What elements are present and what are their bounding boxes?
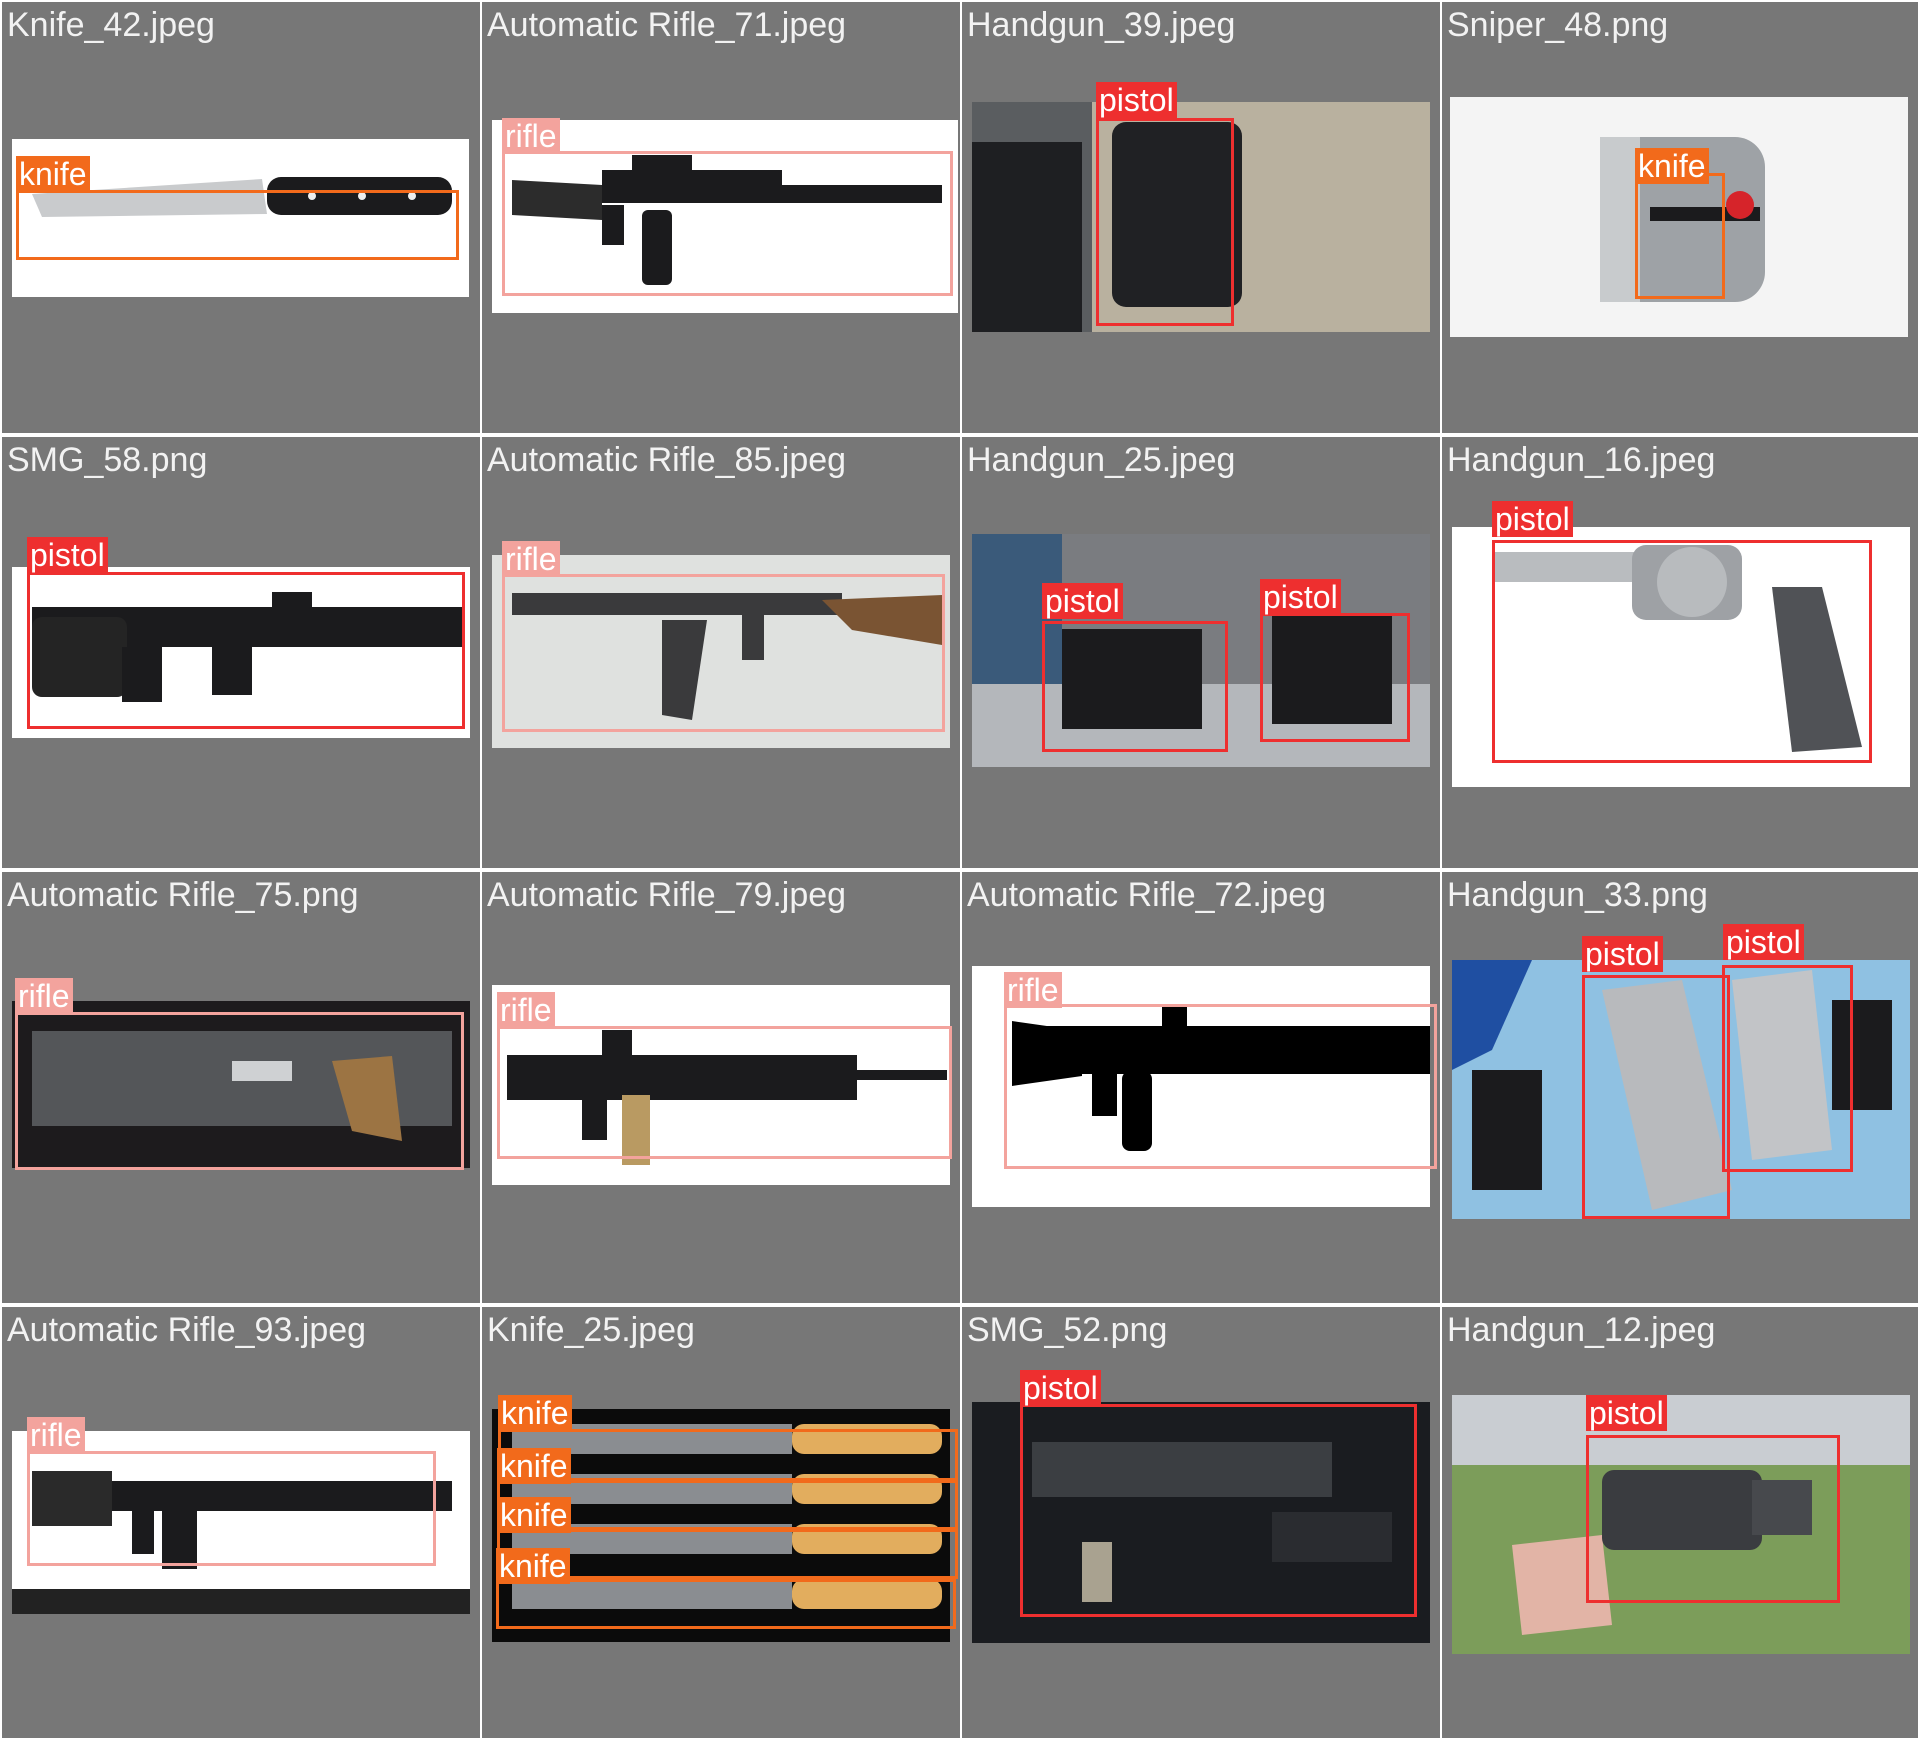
detection-box <box>1020 1404 1417 1617</box>
tile-image <box>12 1001 470 1168</box>
result-tile: Automatic Rifle_93.jpeg rifle <box>2 1307 480 1738</box>
detection-box <box>1582 975 1730 1219</box>
result-tile: Handgun_33.png pistol pistol <box>1442 872 1918 1303</box>
detection-box <box>1722 965 1853 1172</box>
tile-image <box>972 1402 1430 1643</box>
tile-image <box>972 102 1430 332</box>
detection-label: knife <box>16 156 90 192</box>
tile-image <box>12 139 469 297</box>
detection-label: rifle <box>27 1417 85 1453</box>
result-tile: Handgun_12.jpeg pistol <box>1442 1307 1918 1738</box>
detection-box <box>27 572 465 729</box>
result-tile: Handgun_25.jpeg pistol pistol <box>962 437 1440 868</box>
detection-label: pistol <box>27 537 108 573</box>
result-tile: Automatic Rifle_75.png rifle <box>2 872 480 1303</box>
tile-filename: Handgun_39.jpeg <box>967 6 1236 44</box>
result-tile: Knife_25.jpeg knife knife knife knife <box>482 1307 960 1738</box>
detection-label: knife <box>1635 148 1709 184</box>
detection-label: knife <box>498 1395 572 1431</box>
tile-image <box>12 1431 470 1614</box>
result-tile: Automatic Rifle_79.jpeg rifle <box>482 872 960 1303</box>
result-tile: SMG_58.png pistol <box>2 437 480 868</box>
tile-filename: Knife_25.jpeg <box>487 1311 695 1349</box>
tile-image <box>492 985 950 1185</box>
tile-filename: Automatic Rifle_93.jpeg <box>7 1311 367 1349</box>
detection-label: pistol <box>1723 924 1804 960</box>
detection-label: knife <box>497 1497 571 1533</box>
detection-label: pistol <box>1020 1370 1101 1406</box>
detection-label: knife <box>497 1448 571 1484</box>
detection-box <box>16 190 459 260</box>
detection-label: rifle <box>1004 972 1062 1008</box>
tile-image <box>972 534 1430 767</box>
tile-filename: Handgun_16.jpeg <box>1447 441 1716 479</box>
detection-label: knife <box>496 1548 570 1584</box>
tile-filename: SMG_52.png <box>967 1311 1168 1349</box>
tile-image <box>492 555 950 748</box>
detection-label: pistol <box>1042 583 1123 619</box>
detection-box <box>15 1012 464 1170</box>
detection-box <box>1096 118 1234 326</box>
detection-label: pistol <box>1260 579 1341 615</box>
detection-box <box>1260 613 1410 742</box>
detection-box <box>1492 540 1872 763</box>
tile-filename: Automatic Rifle_79.jpeg <box>487 876 847 914</box>
detection-label: rifle <box>15 978 73 1014</box>
tile-image <box>1452 960 1910 1219</box>
detection-label: pistol <box>1586 1395 1667 1431</box>
detection-box <box>1042 621 1228 752</box>
detection-label: rifle <box>497 992 555 1028</box>
tile-filename: Automatic Rifle_75.png <box>7 876 359 914</box>
result-tile: Handgun_16.jpeg pistol <box>1442 437 1918 868</box>
result-tile: Automatic Rifle_85.jpeg rifle <box>482 437 960 868</box>
detection-label: rifle <box>502 541 560 577</box>
tile-filename: Automatic Rifle_72.jpeg <box>967 876 1327 914</box>
tile-image <box>1452 527 1910 787</box>
result-tile: Automatic Rifle_72.jpeg rifle <box>962 872 1440 1303</box>
tile-image <box>1452 1395 1910 1654</box>
detection-box <box>1004 1004 1437 1169</box>
result-tile: Handgun_39.jpeg pistol <box>962 2 1440 433</box>
detection-label: pistol <box>1582 936 1663 972</box>
detection-box <box>496 1579 956 1629</box>
result-tile: Automatic Rifle_71.jpeg rifle <box>482 2 960 433</box>
detection-box <box>1586 1435 1840 1603</box>
tile-filename: Handgun_33.png <box>1447 876 1708 914</box>
tile-filename: Sniper_48.png <box>1447 6 1669 44</box>
detection-box <box>502 574 945 732</box>
tile-filename: Automatic Rifle_85.jpeg <box>487 441 847 479</box>
result-tile: Knife_42.jpeg knife <box>2 2 480 433</box>
tile-filename: Handgun_12.jpeg <box>1447 1311 1716 1349</box>
tile-image <box>12 567 470 738</box>
detection-box <box>27 1451 436 1566</box>
tile-filename: Automatic Rifle_71.jpeg <box>487 6 847 44</box>
result-tile: Sniper_48.png knife <box>1442 2 1918 433</box>
detection-label: pistol <box>1492 501 1573 537</box>
detection-label: rifle <box>502 118 560 154</box>
detection-box <box>497 1026 952 1159</box>
detection-box <box>502 151 953 296</box>
tile-filename: SMG_58.png <box>7 441 208 479</box>
detection-label: pistol <box>1096 82 1177 118</box>
result-tile: SMG_52.png pistol <box>962 1307 1440 1738</box>
detection-box <box>1635 173 1725 299</box>
tile-filename: Handgun_25.jpeg <box>967 441 1236 479</box>
tile-filename: Knife_42.jpeg <box>7 6 215 44</box>
